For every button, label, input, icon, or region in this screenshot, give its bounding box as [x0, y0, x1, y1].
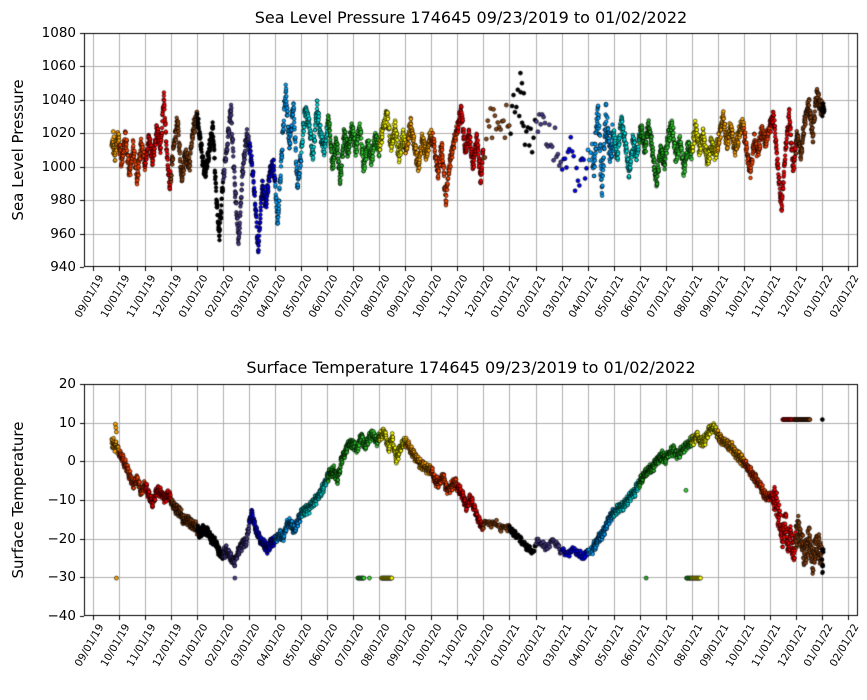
y-tick-label: 1040: [41, 91, 76, 108]
y-tick-label: −40: [47, 608, 77, 624]
y-tick-label: 20: [58, 376, 76, 392]
y-tick-label: −10: [47, 492, 77, 508]
y-tick-label: 960: [50, 225, 76, 242]
y-tick-label: 0: [67, 453, 76, 470]
y-tick-label: −30: [47, 569, 77, 586]
y-tick-label: 1080: [41, 25, 76, 41]
y-tick-label: 1020: [41, 125, 76, 142]
y-tick-label: 1060: [41, 58, 76, 75]
y-tick-label: 10: [58, 414, 76, 431]
chart2-title: Surface Temperature 174645 09/23/2019 to…: [246, 358, 696, 377]
y-tick-label: 980: [50, 192, 76, 209]
y-tick-label: 940: [50, 259, 76, 275]
y-tick-label: 1000: [41, 158, 76, 175]
chart1-title: Sea Level Pressure 174645 09/23/2019 to …: [254, 8, 688, 27]
y-tick-label: −20: [47, 530, 77, 547]
